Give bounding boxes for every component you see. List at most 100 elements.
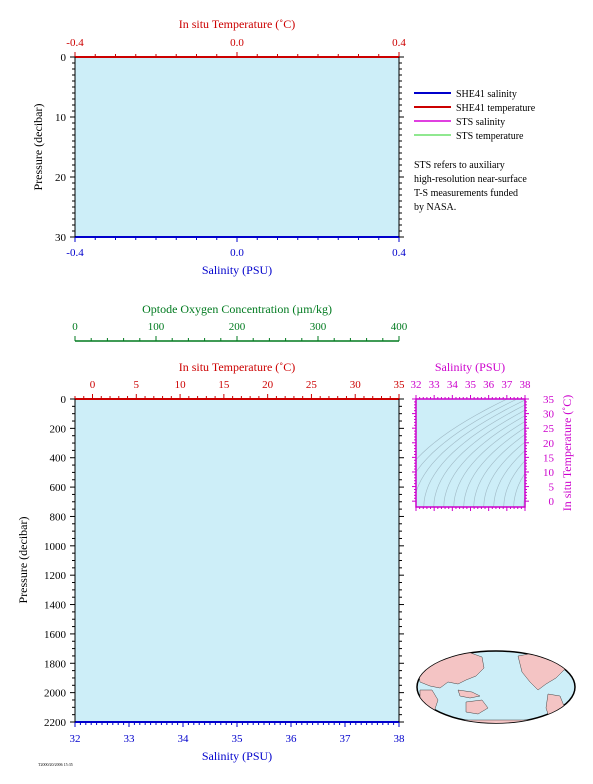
ts-top-tick-label: 32 — [411, 379, 422, 391]
full-depth-left-tick-label: 1400 — [44, 600, 67, 612]
ts-density-contour — [473, 434, 525, 507]
ts-density-contour — [453, 421, 525, 507]
legend-label-sts-temperature: STS temperature — [456, 131, 524, 142]
near-surface-top-tick-label: 0.4 — [392, 37, 406, 49]
ts-right-tick-label: 15 — [543, 452, 555, 464]
ts-density-contour — [463, 427, 525, 507]
ts-density-contour — [493, 450, 525, 507]
ts-top-tick-label: 38 — [520, 379, 532, 391]
full-depth-top-axis-label: In situ Temperature (˚C) — [179, 360, 296, 374]
oxygen-tick-label: 200 — [229, 321, 246, 333]
full-depth-left-tick-label: 400 — [50, 453, 67, 465]
full-depth-top-tick-label: 15 — [218, 379, 230, 391]
ts-right-tick-labels: 0 5 10 15 20 25 30 35 — [543, 394, 555, 508]
ts-density-contour — [433, 409, 525, 507]
ts-density-contour — [416, 399, 518, 473]
ts-right-tick-label: 30 — [543, 409, 555, 421]
near-surface-plot-area — [75, 57, 399, 237]
full-depth-bottom-tick-label: 36 — [286, 733, 298, 745]
full-depth-left-tick-label: 1800 — [44, 658, 67, 670]
oxygen-tick-label: 400 — [391, 321, 408, 333]
near-surface-tick-marks — [70, 52, 404, 242]
legend-label-sts-salinity: STS salinity — [456, 117, 505, 128]
full-depth-left-tick-label: 600 — [50, 482, 67, 494]
legend-note-line: by NASA. — [414, 202, 456, 213]
ts-top-axis-label: Salinity (PSU) — [435, 360, 505, 374]
full-depth-tick-marks — [70, 394, 404, 727]
ts-top-tick-label: 35 — [465, 379, 477, 391]
full-depth-left-tick-label: 1000 — [44, 541, 67, 553]
full-depth-top-tick-label: 5 — [134, 379, 140, 391]
near-surface-bottom-tick-label: 0.4 — [392, 247, 406, 259]
ts-top-tick-labels: 32 33 34 35 36 37 38 — [411, 379, 532, 391]
legend-note-line: STS refers to auxiliary — [414, 160, 505, 171]
world-map — [416, 650, 576, 724]
full-depth-left-tick-label: 200 — [50, 423, 67, 435]
timestamp-stamp: T2000/20/2006 15:35 — [38, 762, 73, 767]
ts-right-tick-label: 20 — [543, 438, 555, 450]
ts-density-contour — [416, 399, 508, 461]
oxygen-tick-marks — [74, 336, 400, 341]
oxygen-tick-label: 300 — [310, 321, 327, 333]
near-surface-bottom-axis-label: Salinity (PSU) — [202, 263, 272, 277]
full-depth-left-tick-label: 800 — [50, 511, 67, 523]
ts-density-contour — [523, 494, 525, 507]
ts-right-axis-label: In situ Temperature (˚C) — [560, 395, 574, 512]
ts-density-contour — [513, 472, 525, 507]
near-surface-panel: In situ Temperature (˚C) -0.4 0.0 0.4 -0… — [31, 17, 406, 277]
ts-right-tick-label: 5 — [549, 482, 555, 494]
full-depth-left-axis-label: Pressure (decibar) — [16, 517, 30, 604]
oxygen-axis: Optode Oxygen Concentration (µm/kg) 0 10… — [72, 302, 408, 342]
ts-right-tick-label: 35 — [543, 394, 555, 406]
ts-tick-marks — [412, 395, 529, 511]
full-depth-bottom-tick-label: 33 — [124, 733, 136, 745]
oxygen-axis-label: Optode Oxygen Concentration (µm/kg) — [142, 302, 332, 316]
full-depth-bottom-tick-label: 35 — [232, 733, 244, 745]
full-depth-left-tick-labels: 0 200 400 600 800 1000 1200 1400 1600 1800 2000 220… — [44, 394, 67, 729]
ts-density-contours — [416, 399, 525, 507]
ts-right-tick-label: 10 — [543, 467, 555, 479]
full-depth-left-tick-label: 0 — [61, 394, 67, 406]
full-depth-top-tick-label: 20 — [262, 379, 274, 391]
ts-top-tick-label: 34 — [447, 379, 459, 391]
ts-top-tick-label: 36 — [483, 379, 495, 391]
near-surface-bottom-tick-label: 0.0 — [230, 247, 244, 259]
legend-note-line: high-resolution near-surface — [414, 174, 527, 185]
ts-top-tick-label: 33 — [429, 379, 441, 391]
ts-top-tick-label: 37 — [501, 379, 513, 391]
full-depth-plot-area — [75, 399, 399, 722]
near-surface-top-tick-label: 0.0 — [230, 37, 244, 49]
map-land-australia — [465, 699, 489, 715]
full-depth-top-tick-label: 0 — [90, 379, 96, 391]
ts-right-tick-label: 0 — [549, 496, 555, 508]
near-surface-left-axis-label: Pressure (decibar) — [31, 104, 45, 191]
full-depth-bottom-tick-label: 37 — [340, 733, 352, 745]
full-depth-bottom-tick-label: 32 — [70, 733, 81, 745]
full-depth-left-tick-label: 1200 — [44, 570, 67, 582]
ts-density-contour — [416, 399, 525, 494]
legend-label-she41-salinity: SHE41 salinity — [456, 89, 517, 100]
ts-density-contour — [483, 441, 525, 507]
full-depth-top-tick-label: 25 — [306, 379, 318, 391]
near-surface-left-tick-label: 0 — [61, 52, 67, 64]
full-depth-bottom-tick-labels: 32 33 34 35 36 37 38 — [70, 733, 406, 745]
full-depth-top-tick-label: 30 — [350, 379, 362, 391]
legend-label-she41-temperature: SHE41 temperature — [456, 103, 536, 114]
legend: SHE41 salinity SHE41 temperature STS sal… — [414, 89, 536, 213]
near-surface-left-tick-label: 30 — [55, 232, 67, 244]
legend-note-line: T-S measurements funded — [414, 188, 518, 199]
near-surface-top-axis-label: In situ Temperature (˚C) — [179, 17, 296, 31]
full-depth-bottom-axis-label: Salinity (PSU) — [202, 749, 272, 763]
ts-diagram-panel: Salinity (PSU) 32 33 34 35 36 37 38 0 5 10 15 20 25… — [411, 360, 575, 512]
full-depth-left-tick-label: 1600 — [44, 629, 67, 641]
near-surface-left-tick-label: 10 — [55, 112, 67, 124]
near-surface-left-tick-label: 20 — [55, 172, 67, 184]
full-depth-bottom-tick-label: 34 — [178, 733, 190, 745]
oxygen-tick-label: 0 — [72, 321, 78, 333]
oxygen-tick-label: 100 — [148, 321, 165, 333]
full-depth-left-tick-label: 2200 — [44, 717, 67, 729]
ts-density-contour — [443, 415, 525, 507]
full-depth-top-tick-label: 10 — [175, 379, 187, 391]
full-depth-top-tick-labels: 0 5 10 15 20 25 30 35 — [90, 379, 405, 391]
